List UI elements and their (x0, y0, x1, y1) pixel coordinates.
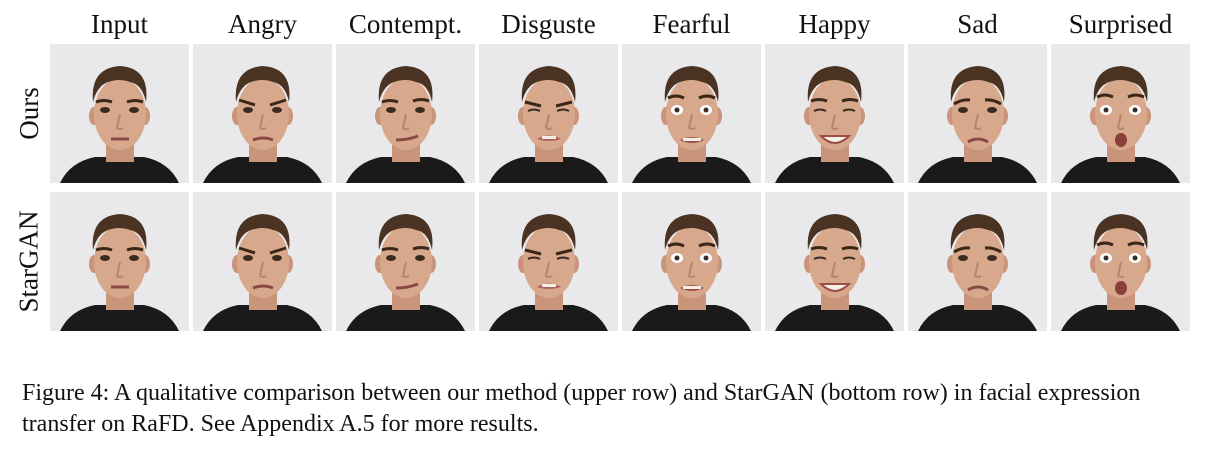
face-image-stargan-fearful (622, 192, 761, 331)
row-label-stargan-text: StarGAN (13, 210, 44, 313)
face-image-stargan-input (50, 192, 189, 331)
column-header-fearful: Fearful (652, 9, 731, 39)
image-row-ours (50, 44, 1190, 183)
column-header-angry: Angry (228, 9, 297, 39)
column-header-input: Input (91, 9, 148, 39)
column-header-happy: Happy (798, 9, 871, 39)
column-headers: Input Angry Contempt. Disguste Fearful H… (50, 8, 1190, 40)
column-header-contempt: Contempt. (348, 9, 463, 39)
face-image-stargan-disguste (479, 192, 618, 331)
face-image-ours-input (50, 44, 189, 183)
face-image-ours-sad (908, 44, 1047, 183)
face-image-stargan-surprised (1051, 192, 1190, 331)
face-image-ours-happy (765, 44, 904, 183)
column-header-sad: Sad (957, 9, 998, 39)
column-header-surprised: Surprised (1068, 9, 1173, 39)
column-header-disgust: Disguste (501, 9, 596, 39)
image-row-stargan (50, 192, 1190, 331)
face-image-stargan-contempt (336, 192, 475, 331)
face-image-ours-disguste (479, 44, 618, 183)
face-image-ours-fearful (622, 44, 761, 183)
face-image-ours-angry (193, 44, 332, 183)
face-image-ours-surprised (1051, 44, 1190, 183)
figure-caption: Figure 4: A qualitative comparison betwe… (22, 380, 1141, 437)
row-label-ours: Ours (10, 44, 48, 183)
row-label-ours-text: Ours (13, 87, 44, 140)
face-image-ours-contempt (336, 44, 475, 183)
face-image-stargan-angry (193, 192, 332, 331)
face-image-stargan-sad (908, 192, 1047, 331)
row-label-stargan: StarGAN (10, 192, 48, 331)
face-image-stargan-happy (765, 192, 904, 331)
